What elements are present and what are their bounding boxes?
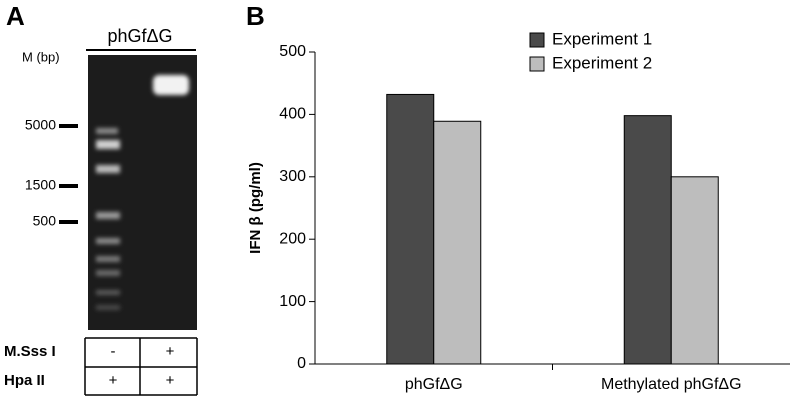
marker-label: 1500 xyxy=(25,177,56,193)
table-cell: - xyxy=(111,343,116,360)
x-tick-label: Methylated phGfΔG xyxy=(601,376,742,393)
marker-label: 500 xyxy=(33,213,57,229)
row-label: Hpa II xyxy=(4,372,45,389)
panel-label: B xyxy=(246,1,265,31)
bar xyxy=(670,176,719,365)
row-label: M.Sss I xyxy=(4,343,56,360)
bar xyxy=(433,120,482,365)
y-tick-label: 300 xyxy=(279,168,306,185)
y-axis-title: IFN β (pg/ml) xyxy=(247,162,264,254)
panel-label: A xyxy=(6,1,25,31)
y-tick-label: 500 xyxy=(279,43,306,60)
table-cell: + xyxy=(109,372,118,389)
construct-label: phGfΔG xyxy=(107,26,172,46)
x-tick-label: phGfΔG xyxy=(405,376,463,393)
legend-label: Experiment 1 xyxy=(552,29,652,48)
legend-swatch xyxy=(529,56,545,72)
bar xyxy=(623,115,672,365)
marker-label: 5000 xyxy=(25,117,56,133)
bar xyxy=(386,93,435,365)
y-tick-label: 0 xyxy=(297,355,306,372)
marker-title: M (bp) xyxy=(22,49,60,64)
table-cell: + xyxy=(166,372,175,389)
gel-bands xyxy=(96,75,189,310)
gel xyxy=(88,55,197,330)
y-tick-label: 400 xyxy=(279,106,306,123)
y-tick-label: 100 xyxy=(279,293,306,310)
legend-label: Experiment 2 xyxy=(552,53,652,72)
y-tick-label: 200 xyxy=(279,230,306,247)
legend-swatch xyxy=(529,32,545,48)
table-cell: + xyxy=(166,343,175,360)
